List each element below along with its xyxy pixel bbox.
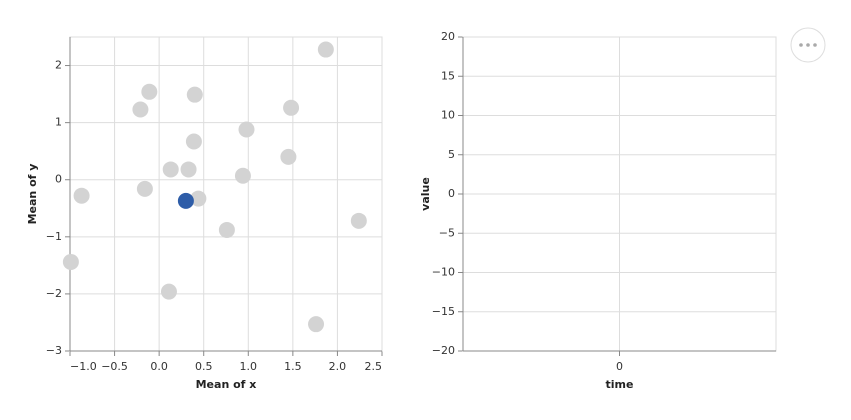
point bbox=[180, 161, 197, 178]
point bbox=[283, 99, 300, 116]
y-tick-label: −10 bbox=[432, 266, 455, 279]
x-tick-label: 2.0 bbox=[329, 360, 347, 373]
point bbox=[185, 133, 202, 150]
y-tick-label: −20 bbox=[432, 344, 455, 357]
y-tick-label: −3 bbox=[46, 344, 62, 357]
y-axis-title: value bbox=[419, 177, 432, 211]
y-tick-label: 5 bbox=[448, 148, 455, 161]
x-tick-label: 0.0 bbox=[150, 360, 168, 373]
y-tick-label: −15 bbox=[432, 305, 455, 318]
chart-panel: −1.0 −0.5 0.0 0.5 1.0 1.5 2.0 2.5 −3 −2 −1 0 1 2 Mean … bbox=[26, 36, 383, 391]
point bbox=[136, 180, 153, 197]
point bbox=[308, 316, 325, 333]
plot-frame bbox=[69, 36, 383, 352]
point bbox=[132, 101, 149, 118]
point bbox=[160, 283, 177, 300]
point bbox=[238, 121, 255, 138]
menu-dot bbox=[813, 43, 817, 47]
point bbox=[162, 161, 179, 178]
y-tick-label: 0 bbox=[55, 173, 62, 186]
point bbox=[234, 167, 251, 184]
y-tick-label: −5 bbox=[439, 226, 455, 239]
point bbox=[218, 221, 235, 238]
x-tick-label: 0 bbox=[616, 360, 623, 373]
x-tick-label: −1.0 bbox=[70, 360, 97, 373]
point bbox=[62, 253, 79, 270]
point bbox=[350, 212, 367, 229]
y-tick-label: 10 bbox=[441, 109, 455, 122]
x-axis-title: Mean of x bbox=[196, 378, 257, 391]
menu-dot bbox=[799, 43, 803, 47]
menu-dot bbox=[806, 43, 810, 47]
y-axis-title: Mean of y bbox=[26, 164, 39, 225]
y-tick-label: 1 bbox=[55, 116, 62, 129]
x-axis-title: time bbox=[606, 378, 634, 391]
x-tick-label: 0.5 bbox=[195, 360, 213, 373]
point bbox=[141, 83, 158, 100]
y-tick-label: 0 bbox=[448, 187, 455, 200]
point bbox=[317, 41, 334, 58]
point bbox=[73, 187, 90, 204]
x-tick-label: −0.5 bbox=[101, 360, 128, 373]
point bbox=[186, 86, 203, 103]
y-tick-label: 15 bbox=[441, 69, 455, 82]
point bbox=[280, 148, 297, 165]
y-tick-label: 20 bbox=[441, 30, 455, 43]
y-tick-label: −2 bbox=[46, 287, 62, 300]
y-tick-label: −1 bbox=[46, 230, 62, 243]
x-tick-label: 1.5 bbox=[284, 360, 302, 373]
y-tick-label: 2 bbox=[55, 59, 62, 72]
point bbox=[177, 192, 194, 209]
actions-menu[interactable] bbox=[790, 27, 826, 63]
point bbox=[190, 190, 207, 207]
chart-panel: 0 −20 −15 −10 −5 0 5 10 15 20 time value bbox=[419, 30, 777, 391]
x-tick-label: 2.5 bbox=[365, 360, 383, 373]
x-tick-label: 1.0 bbox=[240, 360, 258, 373]
